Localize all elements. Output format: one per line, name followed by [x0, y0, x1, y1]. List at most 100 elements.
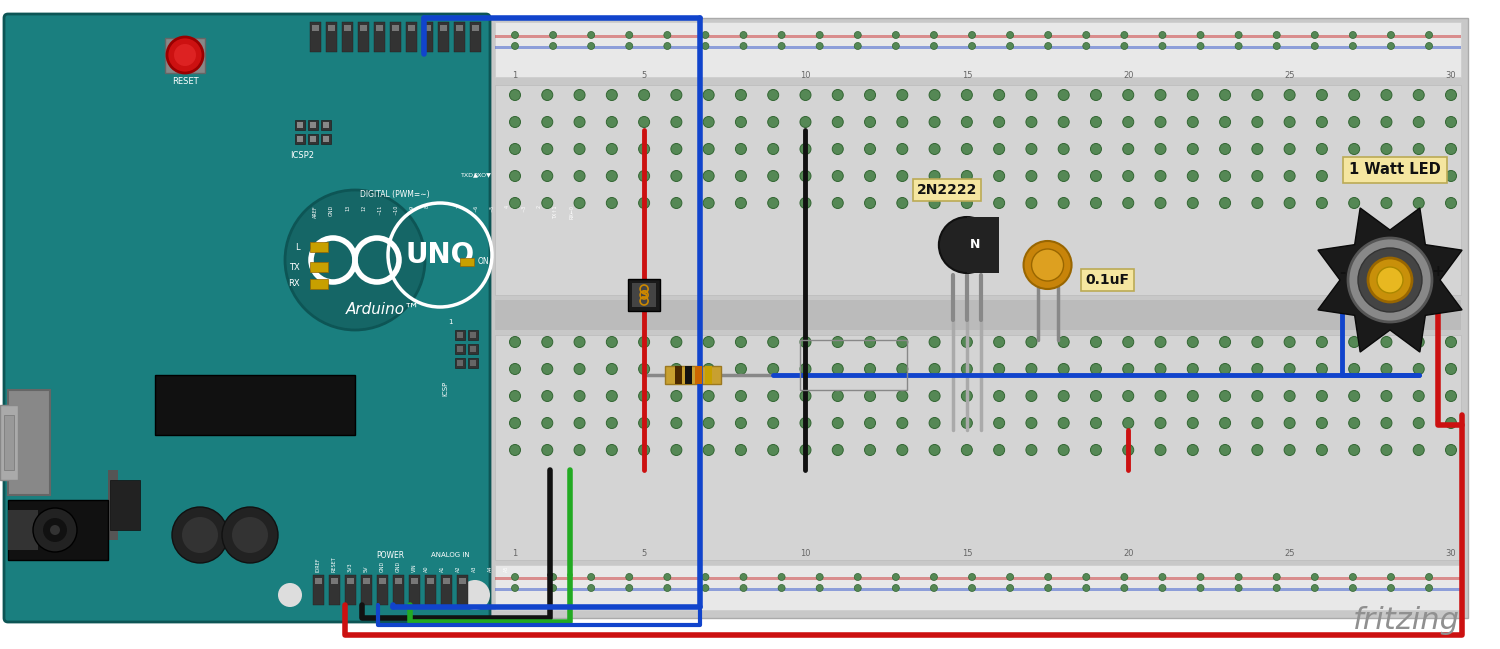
Circle shape — [1446, 143, 1456, 154]
Circle shape — [1413, 417, 1424, 428]
Text: ANALOG IN: ANALOG IN — [430, 552, 470, 558]
Circle shape — [639, 90, 650, 101]
Circle shape — [549, 585, 556, 591]
Text: 5: 5 — [642, 548, 646, 557]
Circle shape — [704, 90, 714, 101]
Circle shape — [969, 585, 975, 591]
Circle shape — [542, 445, 554, 456]
Circle shape — [1348, 391, 1359, 402]
Circle shape — [670, 197, 682, 208]
Bar — [495, 335, 1461, 560]
Circle shape — [800, 197, 812, 208]
Circle shape — [639, 171, 650, 182]
Circle shape — [549, 42, 556, 49]
Bar — [442, 578, 450, 584]
Circle shape — [1413, 117, 1424, 127]
Circle shape — [1122, 336, 1134, 347]
Circle shape — [735, 143, 747, 154]
Circle shape — [855, 42, 861, 49]
Bar — [308, 120, 318, 130]
Circle shape — [1413, 445, 1424, 456]
Text: A5: A5 — [504, 565, 509, 572]
Circle shape — [606, 391, 618, 402]
Circle shape — [1122, 445, 1134, 456]
Circle shape — [1026, 391, 1036, 402]
Circle shape — [735, 391, 747, 402]
Circle shape — [639, 197, 650, 208]
Bar — [358, 22, 369, 52]
Bar — [684, 366, 692, 384]
Bar — [440, 25, 447, 31]
Circle shape — [542, 171, 554, 182]
Circle shape — [800, 117, 812, 127]
Circle shape — [670, 391, 682, 402]
Circle shape — [626, 42, 633, 49]
Circle shape — [897, 445, 908, 456]
Bar — [345, 575, 355, 605]
Circle shape — [1160, 585, 1166, 591]
Circle shape — [1122, 391, 1134, 402]
Circle shape — [1311, 574, 1318, 580]
Circle shape — [460, 580, 490, 610]
Text: 30: 30 — [1446, 548, 1456, 557]
Circle shape — [166, 37, 202, 73]
Circle shape — [1446, 197, 1456, 208]
Circle shape — [1382, 171, 1392, 182]
Circle shape — [1284, 445, 1294, 456]
Circle shape — [574, 197, 585, 208]
Circle shape — [542, 143, 554, 154]
Circle shape — [800, 171, 812, 182]
Circle shape — [962, 171, 972, 182]
Circle shape — [1284, 197, 1294, 208]
Bar — [694, 366, 702, 384]
Circle shape — [664, 574, 670, 580]
Circle shape — [1220, 445, 1230, 456]
Text: 1: 1 — [448, 319, 453, 325]
Circle shape — [1234, 585, 1242, 591]
Circle shape — [1350, 42, 1356, 49]
Circle shape — [1317, 117, 1328, 127]
Text: RXO▼: RXO▼ — [472, 173, 490, 177]
Circle shape — [1083, 585, 1090, 591]
Circle shape — [1090, 197, 1101, 208]
Circle shape — [664, 585, 670, 591]
Circle shape — [768, 117, 778, 127]
Circle shape — [1090, 417, 1101, 428]
Circle shape — [864, 171, 876, 182]
Circle shape — [897, 117, 908, 127]
Circle shape — [778, 32, 784, 38]
Circle shape — [740, 32, 747, 38]
Text: A2: A2 — [456, 565, 460, 572]
Bar — [0, 405, 18, 480]
Text: GND: GND — [380, 561, 384, 572]
Text: ~3: ~3 — [520, 205, 526, 212]
Circle shape — [1446, 171, 1456, 182]
Circle shape — [606, 445, 618, 456]
Circle shape — [1155, 336, 1166, 347]
Bar — [392, 25, 399, 31]
Circle shape — [510, 171, 520, 182]
Text: Arduino™: Arduino™ — [346, 302, 420, 317]
Circle shape — [928, 445, 940, 456]
Text: 30: 30 — [1446, 71, 1456, 79]
Circle shape — [740, 574, 747, 580]
Bar — [342, 22, 352, 52]
Bar — [322, 122, 328, 128]
Circle shape — [1026, 445, 1036, 456]
Bar — [454, 330, 465, 340]
Text: ~9: ~9 — [410, 205, 414, 212]
Circle shape — [833, 117, 843, 127]
Text: 8: 8 — [424, 205, 430, 208]
Text: A3: A3 — [471, 565, 477, 572]
Circle shape — [606, 197, 618, 208]
Circle shape — [1252, 90, 1263, 101]
Circle shape — [1023, 241, 1071, 289]
Circle shape — [928, 90, 940, 101]
Circle shape — [704, 417, 714, 428]
Circle shape — [1413, 171, 1424, 182]
Circle shape — [704, 143, 714, 154]
Circle shape — [962, 143, 972, 154]
Circle shape — [704, 445, 714, 456]
Circle shape — [542, 117, 554, 127]
Circle shape — [897, 363, 908, 374]
